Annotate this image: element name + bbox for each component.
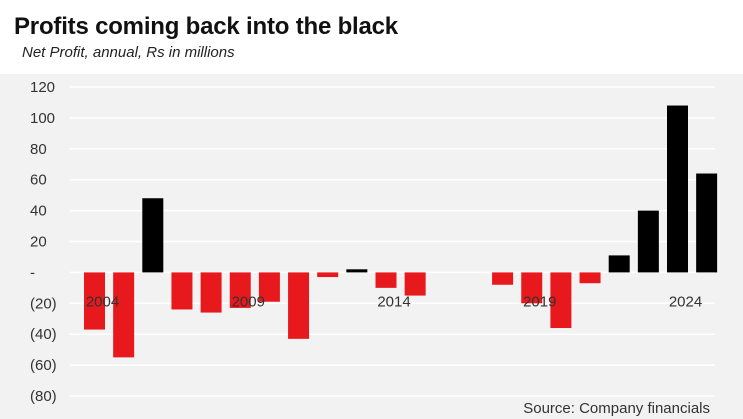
x-tick-label-2009: 2009 xyxy=(232,293,265,310)
y-tick-label: 80 xyxy=(30,141,47,158)
bar-2024 xyxy=(667,105,688,273)
y-tick-label: (20) xyxy=(30,295,57,312)
y-tick-label: - xyxy=(30,264,35,281)
chart-subtitle: Net Profit, annual, Rs in millions xyxy=(22,44,235,61)
source-note: Source: Company financials xyxy=(523,400,710,417)
x-tick-label-2004: 2004 xyxy=(86,293,119,310)
x-tick-label-2024: 2024 xyxy=(669,293,702,310)
bar-2019 xyxy=(521,272,543,304)
x-axis-ticks: 2004 2009 2014 2019 2024 xyxy=(86,293,702,310)
y-tick-label: 100 xyxy=(30,110,55,127)
plot-background xyxy=(0,74,743,419)
bars xyxy=(84,105,718,358)
bar-2022 xyxy=(608,255,630,273)
bar-2020 xyxy=(550,272,572,329)
bar-2012 xyxy=(317,272,339,278)
bar-2018 xyxy=(492,272,514,285)
y-axis-ticks: 120 100 80 60 40 20 - (20) (40) (60) (80) xyxy=(30,79,57,405)
y-tick-label: (80) xyxy=(30,388,57,405)
chart-title: Profits coming back into the black xyxy=(14,13,398,40)
bar-2005 xyxy=(113,272,135,358)
bar-2013 xyxy=(346,269,368,273)
x-tick-label-2019: 2019 xyxy=(523,293,556,310)
bar-2023 xyxy=(637,210,659,273)
y-tick-label: 120 xyxy=(30,79,55,96)
bar-2015 xyxy=(404,272,426,296)
bar-2025 xyxy=(696,173,718,273)
y-tick-label: 20 xyxy=(30,234,47,251)
bar-2008 xyxy=(200,272,222,313)
bar-2009 xyxy=(229,272,251,308)
bar-2011 xyxy=(288,272,310,339)
y-tick-label: 60 xyxy=(30,172,47,189)
x-tick-label-2014: 2014 xyxy=(377,293,410,310)
bar-2014 xyxy=(375,272,397,288)
bar-2021 xyxy=(579,272,601,284)
grid-lines xyxy=(70,86,715,397)
y-tick-label: (40) xyxy=(30,326,57,343)
bar-2007 xyxy=(171,272,193,310)
bar-2010 xyxy=(258,272,280,302)
y-tick-label: (60) xyxy=(30,357,57,374)
bar-2004 xyxy=(84,272,105,330)
bar-2006 xyxy=(142,198,164,273)
y-tick-label: 40 xyxy=(30,203,47,220)
